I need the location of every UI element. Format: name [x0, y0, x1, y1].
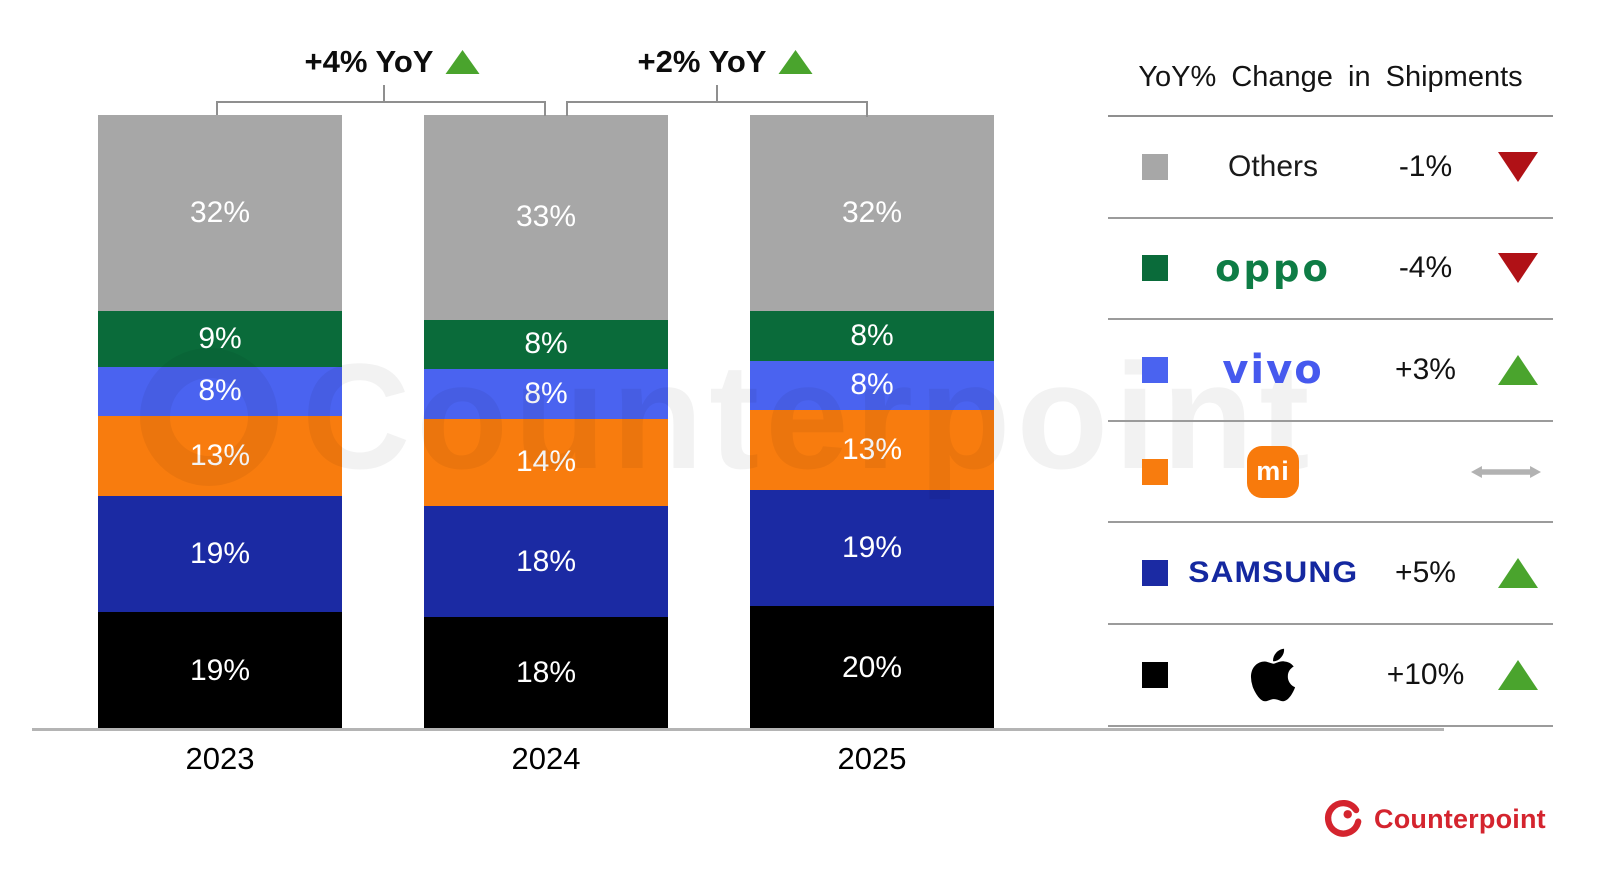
- segment-apple-2023: 19%: [98, 612, 342, 729]
- yoy-bracket-2024-2025-tick: [716, 85, 718, 102]
- apple-logo: [1250, 648, 1296, 702]
- legend-row-oppo: oppo -4%: [1108, 219, 1553, 321]
- segment-others-2024: 33%: [424, 115, 668, 320]
- yoy-bracket-2023-2024: [216, 101, 546, 103]
- legend-brand-others: Others: [1227, 149, 1319, 183]
- up-triangle-icon: [1498, 558, 1538, 589]
- segment-value-label: 8%: [850, 368, 894, 402]
- down-triangle-icon: [1498, 253, 1538, 284]
- legend-swatch-vivo: [1142, 356, 1168, 383]
- counterpoint-logo-icon: [1324, 800, 1362, 837]
- yoy-bracket-2024-2025: [566, 101, 868, 103]
- segment-value-label: 19%: [189, 653, 251, 687]
- segment-oppo-2024: 8%: [424, 319, 668, 370]
- segment-value-label: 8%: [524, 377, 568, 411]
- oppo-logo: oppo: [1215, 246, 1331, 290]
- up-triangle-icon: [1498, 659, 1538, 690]
- legend-row-apple: +10%: [1108, 625, 1553, 727]
- legend-swatch-samsung: [1142, 560, 1168, 587]
- segment-value-label: 32%: [841, 196, 903, 230]
- xiaomi-mi-logo: mi: [1247, 445, 1299, 498]
- legend-row-samsung: SAMSUNG +5%: [1108, 523, 1553, 625]
- segment-value-label: 13%: [189, 438, 251, 472]
- segment-oppo-2023: 9%: [98, 311, 342, 367]
- segment-xiaomi-2024: 14%: [424, 418, 668, 506]
- yoy-annotation-2024: +4% YoY: [305, 44, 480, 80]
- counterpoint-logo: Counterpoint: [1322, 798, 1546, 840]
- yoy-bracket-2024-2025-right-drop: [866, 101, 868, 117]
- stacked-bar-2025: 32% 8% 8% 13% 19% 20%: [750, 115, 994, 729]
- segment-others-2025: 32%: [750, 115, 994, 312]
- segment-value-label: 18%: [515, 656, 577, 690]
- segment-vivo-2023: 8%: [98, 366, 342, 416]
- flat-double-arrow-icon: [1471, 465, 1541, 478]
- yoy-annotation-2024-label: +4% YoY: [304, 44, 434, 79]
- counterpoint-logo-text: Counterpoint: [1374, 803, 1546, 834]
- segment-others-2023: 32%: [98, 115, 342, 312]
- stacked-bar-2024: 33% 8% 8% 14% 18% 18%: [424, 115, 668, 729]
- legend-row-xiaomi: mi: [1108, 422, 1553, 524]
- up-triangle-icon: [445, 50, 480, 74]
- segment-samsung-2024: 18%: [424, 505, 668, 618]
- segment-value-label: 8%: [850, 319, 894, 353]
- legend-row-vivo: vivo +3%: [1108, 320, 1553, 422]
- legend-value-oppo: -4%: [1398, 251, 1453, 285]
- segment-oppo-2025: 8%: [750, 311, 994, 361]
- yoy-bracket-2024-2025-left-drop: [566, 101, 568, 116]
- down-triangle-icon: [1498, 151, 1538, 182]
- segment-value-label: 33%: [515, 200, 577, 234]
- legend-value-samsung: +5%: [1395, 556, 1456, 590]
- segment-value-label: 8%: [198, 374, 242, 408]
- segment-samsung-2025: 19%: [750, 489, 994, 607]
- yoy-annotation-2025-label: +2% YoY: [637, 44, 767, 79]
- legend-swatch-others: [1142, 153, 1168, 180]
- segment-value-label: 19%: [841, 530, 903, 564]
- x-axis-label-2024: 2024: [511, 741, 581, 776]
- segment-vivo-2024: 8%: [424, 369, 668, 419]
- legend-swatch-oppo: [1142, 255, 1168, 282]
- legend-value-others: -1%: [1398, 149, 1453, 183]
- legend-row-others: Others -1%: [1108, 117, 1553, 219]
- x-axis-label-2023: 2023: [185, 741, 255, 776]
- segment-apple-2024: 18%: [424, 617, 668, 729]
- legend-swatch-apple: [1142, 661, 1168, 688]
- segment-value-label: 13%: [841, 432, 903, 466]
- segment-value-label: 9%: [198, 322, 242, 356]
- legend-value-apple: +10%: [1386, 657, 1465, 691]
- segment-value-label: 8%: [524, 327, 568, 361]
- segment-apple-2025: 20%: [750, 606, 994, 729]
- samsung-logo: SAMSUNG: [1188, 556, 1358, 590]
- segment-value-label: 19%: [189, 536, 251, 570]
- flat-arrow-wrap: [1471, 458, 1541, 486]
- segment-value-label: 20%: [841, 650, 903, 684]
- yoy-annotation-2025: +2% YoY: [638, 44, 813, 80]
- legend-panel: YoY% Change in Shipments Others -1% oppo…: [1108, 40, 1553, 727]
- segment-value-label: 18%: [515, 544, 577, 578]
- legend-swatch-xiaomi: [1142, 458, 1168, 485]
- segment-xiaomi-2025: 13%: [750, 409, 994, 490]
- up-triangle-icon: [1498, 354, 1538, 385]
- segment-samsung-2023: 19%: [98, 495, 342, 613]
- stacked-bar-2023: 32% 9% 8% 13% 19% 19%: [98, 115, 342, 729]
- segment-vivo-2025: 8%: [750, 360, 994, 410]
- yoy-bracket-2023-2024-right-drop: [544, 101, 546, 116]
- segment-xiaomi-2023: 13%: [98, 415, 342, 496]
- legend-title: YoY% Change in Shipments: [1108, 40, 1553, 117]
- yoy-bracket-2023-2024-left-drop: [216, 101, 218, 115]
- legend-value-vivo: +3%: [1395, 352, 1456, 386]
- x-axis-line: [32, 728, 1444, 731]
- vivo-logo: vivo: [1222, 346, 1324, 393]
- segment-value-label: 14%: [515, 445, 577, 479]
- segment-value-label: 32%: [189, 196, 251, 230]
- up-triangle-icon: [778, 50, 813, 74]
- x-axis-label-2025: 2025: [837, 741, 907, 776]
- yoy-bracket-2023-2024-tick: [383, 85, 385, 102]
